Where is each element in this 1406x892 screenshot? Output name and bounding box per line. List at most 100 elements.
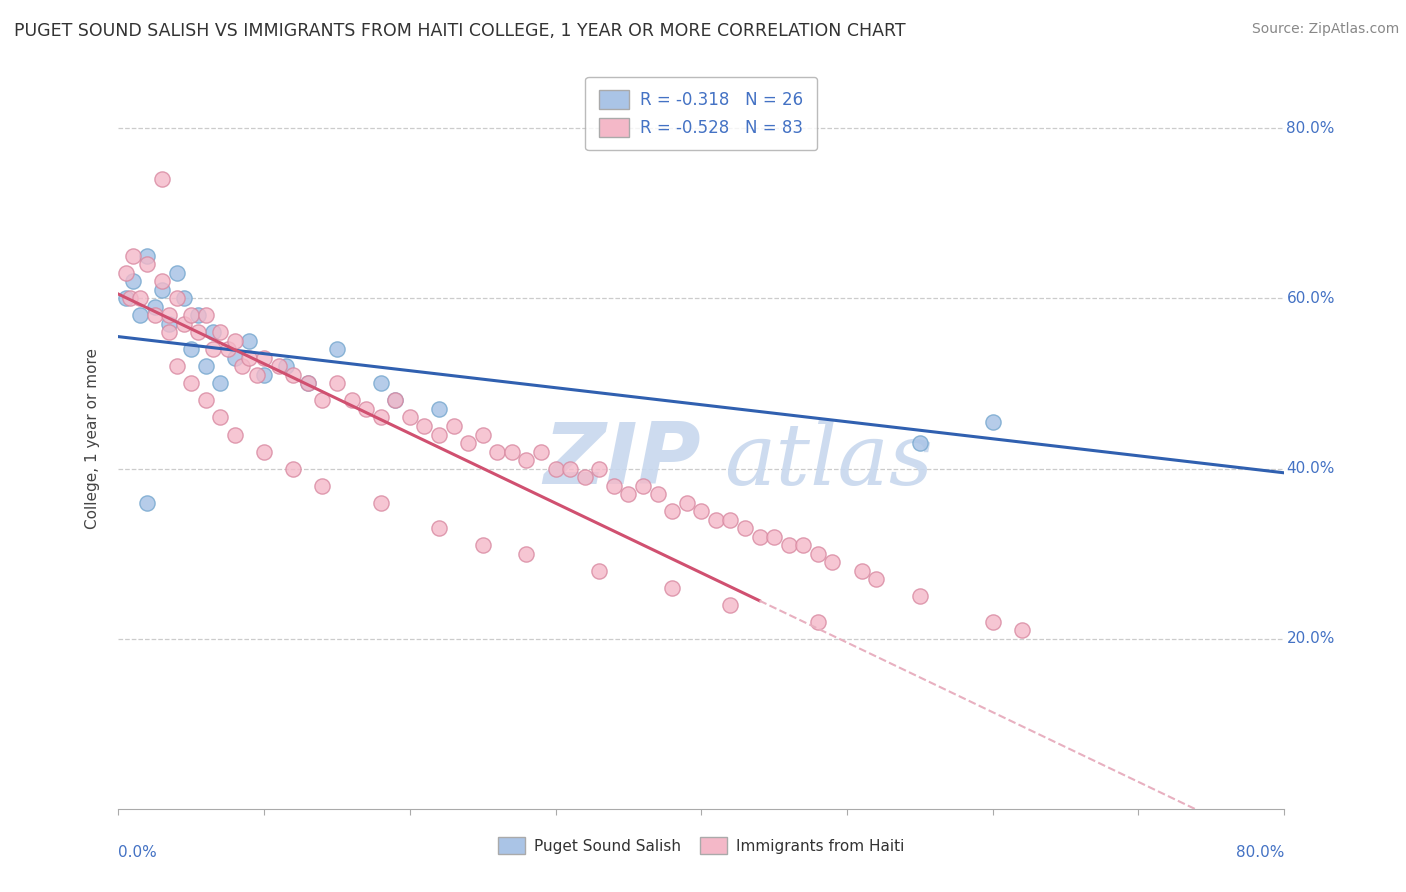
Point xyxy=(427,401,450,416)
Point xyxy=(157,326,180,340)
Point xyxy=(180,376,202,391)
Point xyxy=(370,495,392,509)
Text: 80.0%: 80.0% xyxy=(1236,845,1284,860)
Point xyxy=(209,326,232,340)
Point xyxy=(544,461,567,475)
Point xyxy=(129,291,152,305)
Point xyxy=(370,376,392,391)
Point xyxy=(311,393,333,408)
Point xyxy=(202,343,225,357)
Point xyxy=(283,461,305,475)
Point xyxy=(471,538,494,552)
Point xyxy=(690,504,713,518)
Point xyxy=(136,257,159,271)
Point xyxy=(807,547,830,561)
Point xyxy=(443,419,465,434)
Point xyxy=(224,351,246,365)
Point xyxy=(661,504,683,518)
Point xyxy=(1011,624,1033,638)
Point xyxy=(354,401,377,416)
Point xyxy=(253,444,276,458)
Point xyxy=(778,538,800,552)
Point xyxy=(515,547,537,561)
Text: 0.0%: 0.0% xyxy=(118,845,157,860)
Point xyxy=(603,478,626,492)
Point xyxy=(340,393,363,408)
Point xyxy=(267,359,290,374)
Point xyxy=(114,291,136,305)
Point xyxy=(734,521,756,535)
Point xyxy=(908,589,931,603)
Point xyxy=(574,470,596,484)
Point xyxy=(981,615,1004,629)
Point xyxy=(209,410,232,425)
Text: 60.0%: 60.0% xyxy=(1286,291,1334,306)
Point xyxy=(297,376,319,391)
Point xyxy=(821,555,844,569)
Point xyxy=(851,564,873,578)
Point xyxy=(617,487,640,501)
Point xyxy=(150,172,173,186)
Point xyxy=(486,444,509,458)
Point xyxy=(150,283,173,297)
Text: 20.0%: 20.0% xyxy=(1286,632,1334,647)
Point xyxy=(326,343,349,357)
Point xyxy=(384,393,406,408)
Point xyxy=(122,274,145,288)
Point xyxy=(246,368,269,382)
Point xyxy=(231,359,253,374)
Point xyxy=(136,249,159,263)
Point xyxy=(457,436,479,450)
Point xyxy=(129,309,152,323)
Point xyxy=(150,274,173,288)
Point xyxy=(180,309,202,323)
Point xyxy=(530,444,553,458)
Point xyxy=(173,317,195,331)
Point xyxy=(217,343,239,357)
Point xyxy=(157,309,180,323)
Text: PUGET SOUND SALISH VS IMMIGRANTS FROM HAITI COLLEGE, 1 YEAR OR MORE CORRELATION : PUGET SOUND SALISH VS IMMIGRANTS FROM HA… xyxy=(14,22,905,40)
Point xyxy=(283,368,305,382)
Point xyxy=(647,487,669,501)
Point xyxy=(194,309,217,323)
Point xyxy=(398,410,420,425)
Point xyxy=(631,478,654,492)
Point xyxy=(865,572,887,586)
Point xyxy=(194,393,217,408)
Point xyxy=(370,410,392,425)
Point xyxy=(114,266,136,280)
Point xyxy=(661,581,683,595)
Point xyxy=(718,598,741,612)
Point xyxy=(122,249,145,263)
Point xyxy=(253,368,276,382)
Text: atlas: atlas xyxy=(724,419,934,502)
Text: Source: ZipAtlas.com: Source: ZipAtlas.com xyxy=(1251,22,1399,37)
Point xyxy=(792,538,814,552)
Point xyxy=(118,291,141,305)
Point xyxy=(143,300,166,314)
Point xyxy=(297,376,319,391)
Point xyxy=(166,291,188,305)
Point xyxy=(908,436,931,450)
Point xyxy=(704,513,727,527)
Point xyxy=(311,478,333,492)
Point xyxy=(981,415,1004,429)
Point xyxy=(224,334,246,348)
Point xyxy=(173,291,195,305)
Point xyxy=(326,376,349,391)
Text: 80.0%: 80.0% xyxy=(1286,120,1334,136)
Point xyxy=(384,393,406,408)
Point xyxy=(209,376,232,391)
Point xyxy=(718,513,741,527)
Point xyxy=(274,359,297,374)
Point xyxy=(238,334,260,348)
Point xyxy=(675,495,697,509)
Point xyxy=(427,521,450,535)
Point xyxy=(187,326,209,340)
Y-axis label: College, 1 year or more: College, 1 year or more xyxy=(86,348,100,529)
Point xyxy=(763,530,786,544)
Point xyxy=(748,530,770,544)
Point xyxy=(157,317,180,331)
Point xyxy=(166,266,188,280)
Point xyxy=(187,309,209,323)
